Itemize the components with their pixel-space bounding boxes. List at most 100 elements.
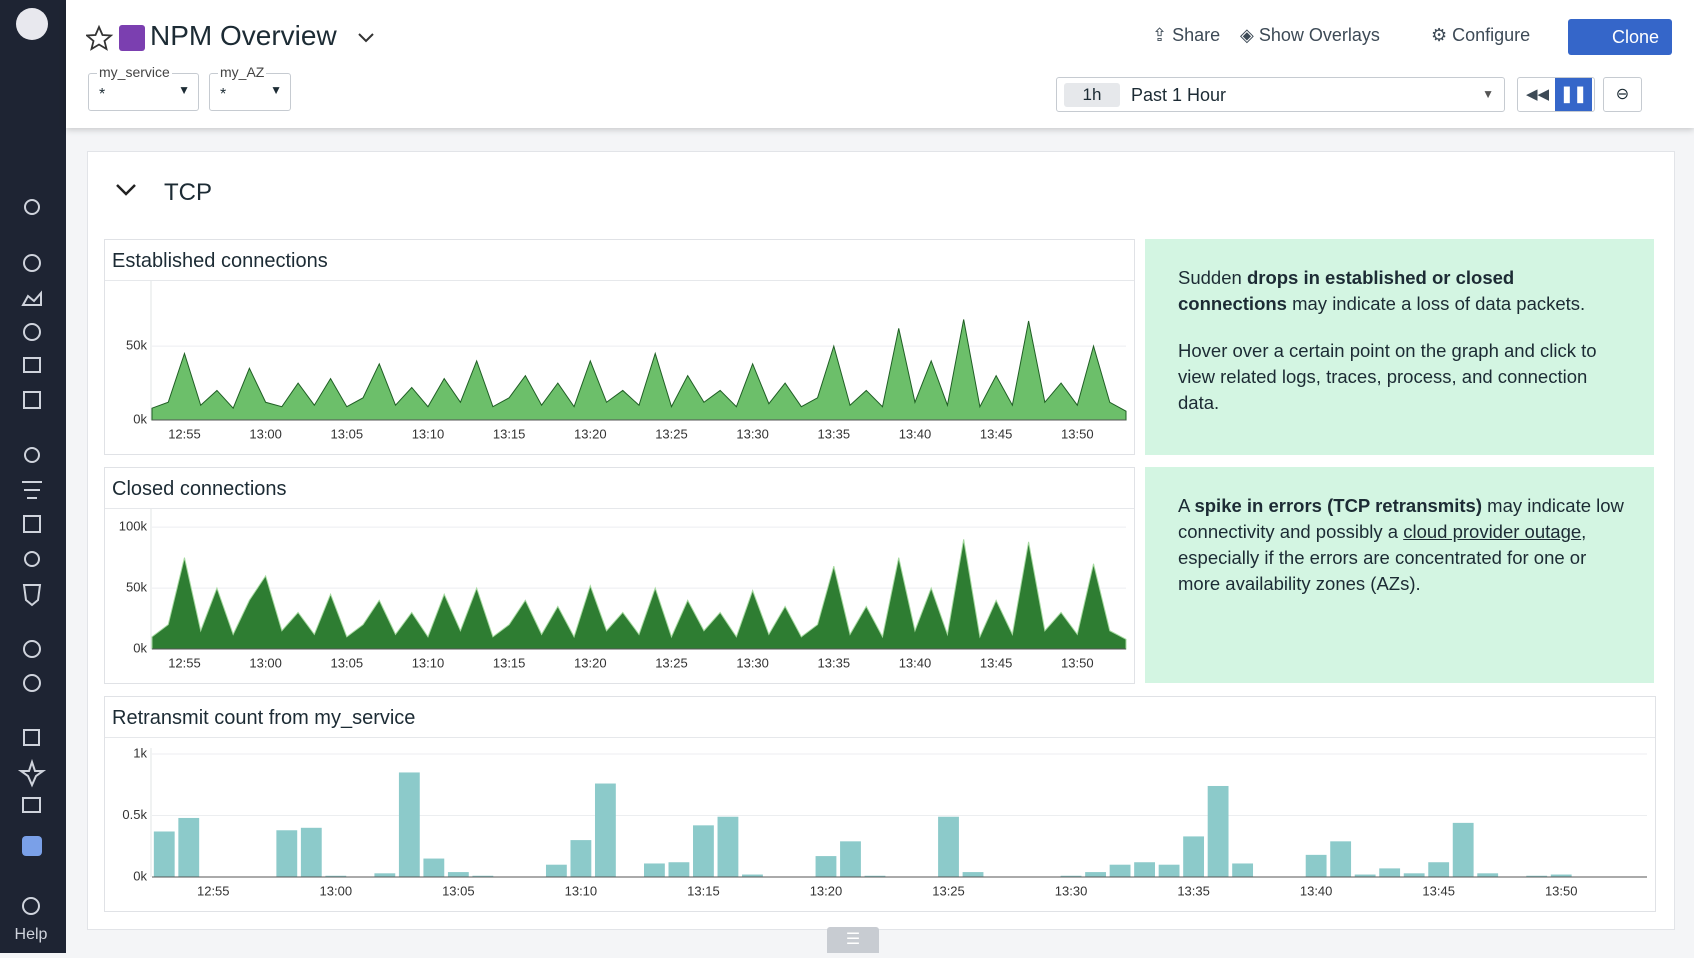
x-tick-label: 13:25	[655, 426, 688, 441]
title-caret[interactable]	[356, 30, 376, 46]
integrations-icon[interactable]	[23, 391, 41, 409]
security-icon[interactable]	[22, 584, 42, 607]
note-paragraph: Hover over a certain point on the graph …	[1178, 338, 1624, 416]
bar	[1354, 874, 1376, 877]
star[interactable]	[86, 24, 114, 51]
x-tick-label: 13:15	[493, 655, 526, 670]
configure-button[interactable]: ⚙ Configure	[1431, 25, 1531, 45]
text: , especially if the errors are concentra…	[1178, 521, 1587, 594]
text: A	[1178, 495, 1195, 516]
watchdog-icon[interactable]	[23, 357, 41, 373]
bar	[1060, 875, 1082, 877]
title-icons	[86, 24, 145, 51]
bits-icon[interactable]	[17, 758, 47, 788]
bar	[423, 858, 445, 877]
ux-icon[interactable]	[23, 640, 41, 658]
help-icon[interactable]	[22, 897, 40, 915]
link[interactable]: cloud provider outage	[1403, 521, 1582, 542]
y-tick-label: 0k	[133, 411, 147, 426]
variable-az[interactable]: my_AZ * ▼	[209, 64, 291, 111]
dog-icon	[119, 25, 145, 51]
bar	[1183, 836, 1205, 877]
chart: 0k 50k 100k 12:55 13:00 13:05 13:10 13:15 13:20 1…	[119, 509, 1127, 670]
bar	[153, 831, 175, 877]
bar	[1134, 862, 1155, 877]
bar	[1403, 873, 1425, 877]
apm-icon[interactable]	[23, 515, 41, 533]
dashboards-icon[interactable]	[21, 290, 42, 306]
bar	[1550, 874, 1572, 877]
x-tick-label: 13:20	[810, 883, 843, 898]
bar	[1085, 872, 1106, 877]
bar	[1428, 862, 1450, 877]
synthetics-icon[interactable]	[23, 674, 41, 692]
bar	[178, 817, 200, 877]
x-tick-label: 13:45	[1422, 883, 1455, 898]
bar	[545, 864, 567, 877]
text: may indicate a loss of data packets.	[1286, 293, 1586, 314]
x-tick-label: 13:35	[1177, 883, 1210, 898]
active-icon[interactable]	[22, 836, 42, 856]
history-icon[interactable]	[23, 254, 41, 272]
sidebar: Help	[0, 0, 66, 953]
bar	[1526, 875, 1548, 877]
variable-value: *	[220, 86, 227, 103]
pause-button[interactable]: ❚❚	[1555, 78, 1592, 111]
area	[151, 319, 1127, 421]
bar	[472, 875, 494, 877]
variable-name: my_AZ	[218, 64, 267, 80]
x-tick-label: 13:05	[442, 883, 475, 898]
widget: Established connections 0k 50k 12:55 13:00 13…	[104, 239, 1135, 455]
bar	[570, 840, 592, 877]
x-tick-label: 13:45	[980, 426, 1013, 441]
variable-service[interactable]: my_service * ▼	[88, 64, 199, 111]
bar	[1379, 868, 1401, 877]
help-label[interactable]: Help	[14, 926, 48, 943]
rewind-button[interactable]: ◀◀	[1526, 86, 1550, 103]
time-label: Past 1 Hour	[1131, 85, 1227, 105]
configure-label[interactable]: Configure	[1452, 25, 1531, 45]
bar	[1477, 873, 1499, 877]
x-tick-label: 13:20	[574, 655, 607, 670]
workflows-icon[interactable]	[22, 797, 41, 813]
y-tick-label: 1k	[133, 745, 147, 760]
time-picker[interactable]: 1h Past 1 Hour ▼	[1056, 77, 1505, 112]
zoom-out-button[interactable]: ⊖	[1603, 77, 1642, 112]
x-tick-label: 13:25	[655, 655, 688, 670]
header: NPM Overview ⇪ Share ◈ Show Overlays ⚙ C…	[66, 0, 1694, 128]
clone-label[interactable]: Clone	[1612, 27, 1660, 47]
x-tick-label: 12:55	[168, 426, 201, 441]
overlays-button[interactable]: ◈ Show Overlays	[1240, 25, 1380, 45]
x-tick-label: 13:10	[412, 426, 445, 441]
x-tick-label: 13:20	[574, 426, 607, 441]
bar	[594, 783, 616, 877]
bar	[938, 816, 959, 877]
toc-button[interactable]: ☰	[827, 927, 879, 953]
x-tick-label: 13:10	[565, 883, 598, 898]
share-label[interactable]: Share	[1172, 25, 1221, 45]
x-tick-label: 13:00	[320, 883, 353, 898]
x-tick-label: 13:30	[736, 426, 769, 441]
bold-text: spike in errors (TCP retransmits)	[1194, 495, 1483, 516]
note-widget: Sudden drops in established or closed co…	[1145, 239, 1654, 455]
logo[interactable]	[16, 8, 48, 40]
monitors-icon[interactable]	[23, 323, 41, 341]
bar	[1109, 864, 1131, 877]
network-icon[interactable]	[24, 551, 40, 567]
share-button[interactable]: ⇪ Share	[1152, 25, 1221, 45]
bar	[1232, 863, 1254, 877]
dashboard-title: NPM Overview	[150, 20, 337, 51]
overlays-label[interactable]: Show Overlays	[1258, 25, 1380, 45]
clone-button[interactable]: Clone	[1568, 19, 1672, 55]
infra-icon[interactable]	[24, 447, 40, 463]
bar	[325, 875, 347, 877]
bar	[717, 816, 739, 877]
bar	[276, 830, 298, 877]
search-icon[interactable]	[24, 199, 40, 215]
bar	[864, 875, 886, 877]
x-tick-label: 13:40	[1300, 883, 1333, 898]
bar	[447, 872, 469, 877]
extensions-icon[interactable]	[23, 729, 40, 746]
collapse-caret[interactable]	[114, 180, 138, 200]
logs-icon[interactable]	[22, 481, 42, 499]
